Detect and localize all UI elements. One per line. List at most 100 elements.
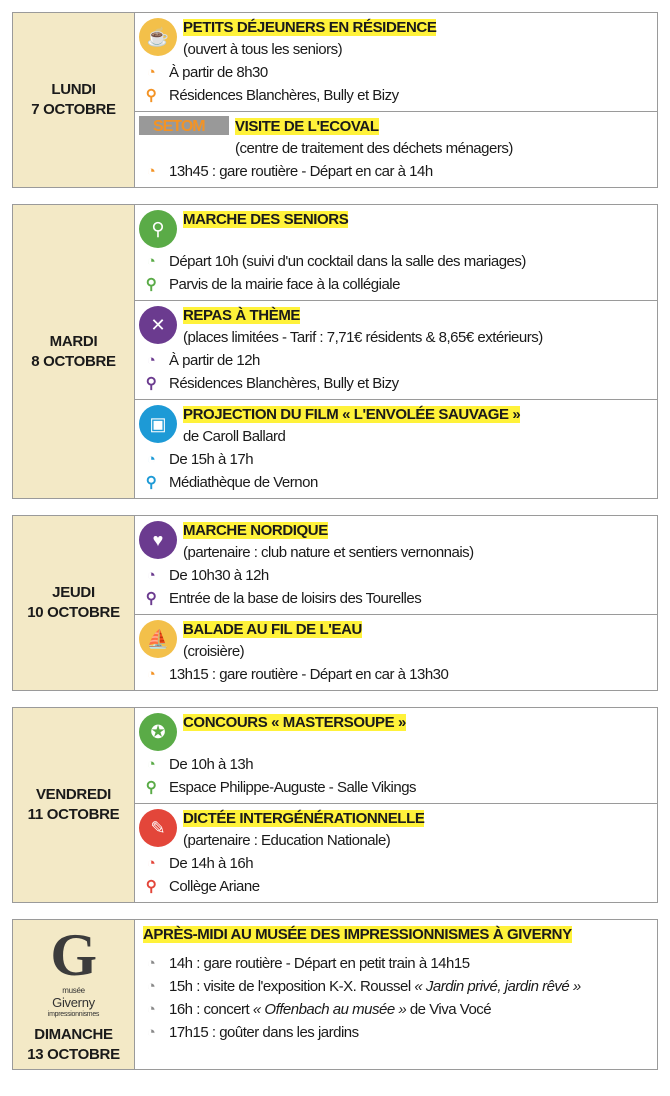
info-text-main: De 10h30 à 12h xyxy=(169,567,269,584)
info-text-main: 16h : concert xyxy=(169,1001,253,1018)
info-text: 15h : visite de l'exposition K-X. Rousse… xyxy=(169,975,581,998)
clock-icon: ◔ xyxy=(146,451,156,468)
events-list: ⚲ MARCHE DES SENIORS ◔ Départ 10h (suivi d'… xyxy=(135,205,657,498)
info-text: 13h15 : gare routière - Départ en car à … xyxy=(169,663,449,686)
location-pin-icon: ⚲ xyxy=(145,878,157,895)
info-line: ◔ De 15h à 17h xyxy=(139,448,651,471)
info-line: ⚲ Collège Ariane xyxy=(139,875,651,898)
location-pin-icon: ⚲ xyxy=(145,474,157,491)
info-text: Départ 10h (suivi d'un cocktail dans la … xyxy=(169,250,526,273)
event-titles: VISITE DE L'ECOVAL (centre de traitement … xyxy=(235,116,513,160)
info-text-italic: « Offenbach au musée » xyxy=(252,1001,407,1018)
info-line: ⚲ Espace Philippe-Auguste - Salle Vikings xyxy=(139,776,651,799)
event-titles: MARCHE NORDIQUE (partenaire : club nature… xyxy=(183,520,474,564)
info-text-main: À partir de 12h xyxy=(169,352,260,369)
info-text-main: 15h : visite de l'exposition K-X. Rousse… xyxy=(169,978,415,995)
location-pin-icon: ⚲ xyxy=(145,276,157,293)
info-text-main: De 14h à 16h xyxy=(169,855,254,872)
day-block: JEUDI 10 OCTOBRE ♥ MARCHE NORDIQUE (partenai… xyxy=(12,515,658,691)
logo-letter: G xyxy=(50,922,97,988)
location-pin-icon: ⚲ xyxy=(145,590,157,607)
event-subtitle: de Caroll Ballard xyxy=(183,428,286,445)
day-name: VENDREDI xyxy=(35,786,112,803)
logo-small: musée xyxy=(62,986,85,995)
sailboat-icon: ⛵ xyxy=(139,620,177,658)
info-text-main: Départ 10h (suivi d'un cocktail dans la … xyxy=(169,253,526,270)
info-line: ◔ De 14h à 16h xyxy=(139,852,651,875)
event-item: ⚲ MARCHE DES SENIORS ◔ Départ 10h (suivi d'… xyxy=(135,205,657,300)
day-name: JEUDI xyxy=(52,584,95,601)
info-text-main: Résidences Blanchères, Bully et Bizy xyxy=(169,375,399,392)
day-column: VENDREDI 11 OCTOBRE xyxy=(13,708,135,902)
day-name: MARDI xyxy=(49,332,98,350)
info-text-main: À partir de 8h30 xyxy=(169,64,268,81)
info-line: ⚲ Entrée de la base de loisirs des Tourel… xyxy=(139,587,651,610)
clock-icon: ◔ xyxy=(146,163,156,180)
event-item: ✎ DICTÉE INTERGÉNÉRATIONNELLE (partenaire … xyxy=(135,803,657,902)
info-text-main: Espace Philippe-Auguste - Salle Vikings xyxy=(169,779,417,796)
events-list: ♥ MARCHE NORDIQUE (partenaire : club natur… xyxy=(135,516,657,690)
event-titles: CONCOURS « MASTERSOUPE » xyxy=(183,712,406,734)
day-column: JEUDI 10 OCTOBRE xyxy=(13,516,135,690)
info-line: ◔ 17h15 : goûter dans les jardins xyxy=(139,1021,651,1044)
coffee-cup-icon: ☕ xyxy=(139,18,177,56)
event-subtitle: (centre de traitement des déchets ménage… xyxy=(235,140,513,157)
event-header: ✎ DICTÉE INTERGÉNÉRATIONNELLE (partenaire … xyxy=(139,808,651,852)
event-subtitle: (partenaire : Education Nationale) xyxy=(183,832,391,849)
event-titles: APRÈS-MIDI AU MUSÉE DES IMPRESSIONNISMES… xyxy=(143,924,572,946)
info-text: De 15h à 17h xyxy=(169,448,254,471)
info-line: ◔ De 10h à 13h xyxy=(139,753,651,776)
info-line: ◔ 15h : visite de l'exposition K-X. Rouss… xyxy=(139,975,651,998)
logo-name: Giverny xyxy=(52,995,95,1010)
info-text: À partir de 12h xyxy=(169,349,260,372)
info-line: ⚲ Résidences Blanchères, Bully et Bizy xyxy=(139,84,651,107)
event-titles: PROJECTION DU FILM « L'ENVOLÉE SAUVAGE »… xyxy=(183,404,521,448)
info-text-italic: « Jardin privé, jardin rêvé » xyxy=(414,978,581,995)
info-line: ◔ De 10h30 à 12h xyxy=(139,564,651,587)
info-text: 17h15 : goûter dans les jardins xyxy=(169,1021,359,1044)
event-item: ⛵ BALADE AU FIL DE L'EAU (croisière) ◔ 13h15… xyxy=(135,614,657,690)
day-column: MARDI 8 OCTOBRE xyxy=(13,205,135,498)
clock-icon: ◔ xyxy=(146,567,156,584)
map-pin-icon: ⚲ xyxy=(139,210,177,248)
info-text: Parvis de la mairie face à la collégiale xyxy=(169,273,400,296)
event-subtitle: (ouvert à tous les seniors) xyxy=(183,41,343,58)
info-line: ◔ 13h15 : gare routière - Départ en car à… xyxy=(139,663,651,686)
info-line: ⚲ Parvis de la mairie face à la collégial… xyxy=(139,273,651,296)
event-header: ✪ CONCOURS « MASTERSOUPE » xyxy=(139,712,651,751)
event-subtitle: (partenaire : club nature et sentiers ve… xyxy=(183,544,474,561)
notepad-icon: ✎ xyxy=(139,809,177,847)
event-header: ✕ REPAS À THÈME (places limitées - Tarif :… xyxy=(139,305,651,349)
clock-icon: ◔ xyxy=(146,666,156,683)
clock-icon: ◔ xyxy=(146,253,156,270)
event-title: DICTÉE INTERGÉNÉRATIONNELLE xyxy=(183,810,425,827)
event-item: SETOM VISITE DE L'ECOVAL (centre de traite… xyxy=(135,111,657,187)
day-block: VENDREDI 11 OCTOBRE ✪ CONCOURS « MASTERSOUP… xyxy=(12,707,658,903)
event-header: ⛵ BALADE AU FIL DE L'EAU (croisière) xyxy=(139,619,651,663)
info-text: Entrée de la base de loisirs des Tourell… xyxy=(169,587,422,610)
event-titles: BALADE AU FIL DE L'EAU (croisière) xyxy=(183,619,362,663)
event-item: ✪ CONCOURS « MASTERSOUPE » ◔ De 10h à 13h ⚲ E… xyxy=(135,708,657,803)
event-titles: PETITS DÉJEUNERS EN RÉSIDENCE (ouvert à t… xyxy=(183,17,437,61)
clock-icon: ◔ xyxy=(146,955,156,972)
info-text: Médiathèque de Vernon xyxy=(169,471,318,494)
events-list: APRÈS-MIDI AU MUSÉE DES IMPRESSIONNISMES… xyxy=(135,920,657,1069)
event-subtitle: (croisière) xyxy=(183,643,245,660)
info-text: Résidences Blanchères, Bully et Bizy xyxy=(169,84,399,107)
events-list: ✪ CONCOURS « MASTERSOUPE » ◔ De 10h à 13h ⚲ E… xyxy=(135,708,657,902)
day-block: LUNDI 7 OCTOBRE ☕ PETITS DÉJEUNERS EN RÉSID… xyxy=(12,12,658,188)
event-header: SETOM VISITE DE L'ECOVAL (centre de traite… xyxy=(139,116,651,160)
info-text: À partir de 8h30 xyxy=(169,61,268,84)
event-titles: REPAS À THÈME (places limitées - Tarif : … xyxy=(183,305,543,349)
info-text: 16h : concert « Offenbach au musée » de … xyxy=(169,998,492,1021)
event-header: APRÈS-MIDI AU MUSÉE DES IMPRESSIONNISMES… xyxy=(139,924,651,946)
event-titles: MARCHE DES SENIORS xyxy=(183,209,349,231)
event-item: ☕ PETITS DÉJEUNERS EN RÉSIDENCE (ouvert à … xyxy=(135,13,657,111)
info-line: ◔ Départ 10h (suivi d'un cocktail dans la… xyxy=(139,250,651,273)
heart-icon: ♥ xyxy=(139,521,177,559)
clock-icon: ◔ xyxy=(146,1024,156,1041)
medal-icon: ✪ xyxy=(139,713,177,751)
clock-icon: ◔ xyxy=(146,756,156,773)
